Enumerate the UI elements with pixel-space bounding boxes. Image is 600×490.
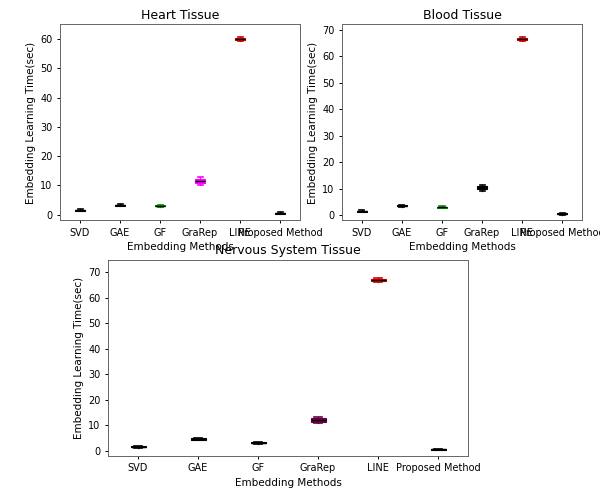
PathPatch shape	[235, 38, 245, 40]
PathPatch shape	[431, 449, 445, 450]
Title: Heart Tissue: Heart Tissue	[141, 9, 219, 22]
Y-axis label: Embedding Learning Time(sec): Embedding Learning Time(sec)	[26, 42, 36, 203]
PathPatch shape	[357, 211, 367, 212]
Y-axis label: Embedding Learning Time(sec): Embedding Learning Time(sec)	[74, 277, 84, 439]
PathPatch shape	[191, 439, 205, 440]
X-axis label: Embedding Methods: Embedding Methods	[409, 243, 515, 252]
PathPatch shape	[131, 446, 146, 447]
PathPatch shape	[115, 205, 125, 206]
Y-axis label: Embedding Learning Time(sec): Embedding Learning Time(sec)	[308, 42, 318, 203]
PathPatch shape	[437, 207, 447, 208]
PathPatch shape	[397, 205, 407, 206]
PathPatch shape	[275, 213, 285, 214]
PathPatch shape	[75, 210, 85, 211]
PathPatch shape	[517, 38, 527, 40]
Title: Blood Tissue: Blood Tissue	[422, 9, 502, 22]
Title: Nervous System Tissue: Nervous System Tissue	[215, 244, 361, 257]
X-axis label: Embedding Methods: Embedding Methods	[127, 243, 233, 252]
PathPatch shape	[195, 179, 205, 183]
PathPatch shape	[311, 418, 325, 422]
X-axis label: Embedding Methods: Embedding Methods	[235, 478, 341, 488]
PathPatch shape	[251, 442, 265, 443]
PathPatch shape	[155, 205, 165, 206]
PathPatch shape	[477, 186, 487, 189]
PathPatch shape	[371, 279, 386, 281]
